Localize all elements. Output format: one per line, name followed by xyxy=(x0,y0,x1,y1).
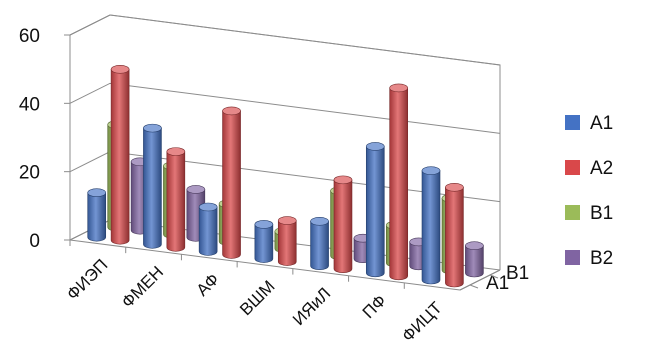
bar-top xyxy=(198,202,218,212)
bar-A2-ИЯиЛ xyxy=(333,175,353,274)
bar-A1-ФИЭП xyxy=(87,188,107,242)
bar-body xyxy=(389,87,408,281)
legend-label: B2 xyxy=(590,248,613,269)
x-axis-line xyxy=(69,239,461,291)
bar-top xyxy=(186,185,206,194)
bar-A1-ИЯиЛ xyxy=(310,216,329,271)
bar-A1-ФМЕН xyxy=(143,123,162,249)
x-tick-label: ПФ xyxy=(359,291,390,322)
bar-top xyxy=(310,216,329,226)
bar-A2-ВШМ xyxy=(277,216,297,266)
bar-A1-ФИЦТ xyxy=(421,166,441,285)
legend-swatch xyxy=(565,160,580,175)
bar-body xyxy=(310,220,329,271)
x-tick-label: ФИЦТ xyxy=(398,298,445,345)
bar-top xyxy=(365,142,385,151)
depth-axis-line xyxy=(459,269,501,291)
bar-body xyxy=(166,151,186,252)
bar-top xyxy=(254,220,274,229)
depth-label: A1 xyxy=(486,273,509,294)
bar-top xyxy=(421,166,441,175)
bar-A1-ВШМ xyxy=(254,220,274,263)
y-tick-label: 60 xyxy=(19,26,40,47)
bar-B2-ФИЦТ xyxy=(465,241,484,278)
bar-body xyxy=(421,170,441,285)
bar-body xyxy=(143,127,162,249)
bar-body xyxy=(465,245,484,278)
x-tick-label: ФМЕН xyxy=(118,262,167,311)
bar-body xyxy=(365,146,385,278)
legend-item-A2: A2 xyxy=(565,158,613,179)
y-tick-label: 0 xyxy=(29,231,40,252)
bar-top xyxy=(277,216,297,225)
bar-body xyxy=(222,110,241,259)
bar-top xyxy=(465,241,484,250)
bar-A2-АФ xyxy=(222,106,241,259)
bar-body xyxy=(110,69,130,245)
depth-label: B1 xyxy=(506,263,529,284)
bar-A1-АФ xyxy=(198,202,218,256)
bar-top xyxy=(87,188,107,198)
x-tick-label: ИЯиЛ xyxy=(289,284,334,329)
x-tick-label: ФИЭП xyxy=(63,255,112,304)
depth-tick-mark xyxy=(489,274,499,279)
bar-A2-ФИЭП xyxy=(110,65,130,245)
bar-top xyxy=(110,65,130,74)
legend-swatch xyxy=(565,250,580,265)
bar-top xyxy=(389,83,408,93)
legend-label: A2 xyxy=(590,158,613,179)
legend-label: A1 xyxy=(590,113,613,134)
y-tick-label: 20 xyxy=(19,163,40,184)
legend-item-B2: B2 xyxy=(565,248,613,269)
bar-A1-ПФ xyxy=(365,142,385,278)
gridline-40 xyxy=(69,82,501,134)
bar-top xyxy=(222,106,241,116)
bar-A2-ФИЦТ xyxy=(445,183,464,288)
y-tick-label: 40 xyxy=(19,94,40,115)
legend-item-A1: A1 xyxy=(565,113,613,134)
bar-top xyxy=(166,147,186,156)
bar-A2-ПФ xyxy=(389,83,408,281)
bar-top xyxy=(143,123,162,133)
x-tick-label: ВШМ xyxy=(236,277,278,319)
legend-swatch xyxy=(565,205,580,220)
legend-label: B1 xyxy=(590,203,613,224)
bar-body xyxy=(445,187,464,288)
legend-swatch xyxy=(565,115,580,130)
bar-body xyxy=(254,224,274,263)
bar-A2-ФМЕН xyxy=(166,147,186,252)
x-tick-label: АФ xyxy=(193,270,223,300)
gridline-60 xyxy=(69,14,501,66)
bar-body xyxy=(277,220,297,266)
legend-item-B1: B1 xyxy=(565,203,613,224)
bar-top xyxy=(333,175,353,185)
bar-body xyxy=(333,179,353,274)
bar-body xyxy=(87,192,107,242)
bar-top xyxy=(445,183,464,192)
depth-tick-mark xyxy=(469,284,479,289)
bar-body xyxy=(198,206,218,256)
